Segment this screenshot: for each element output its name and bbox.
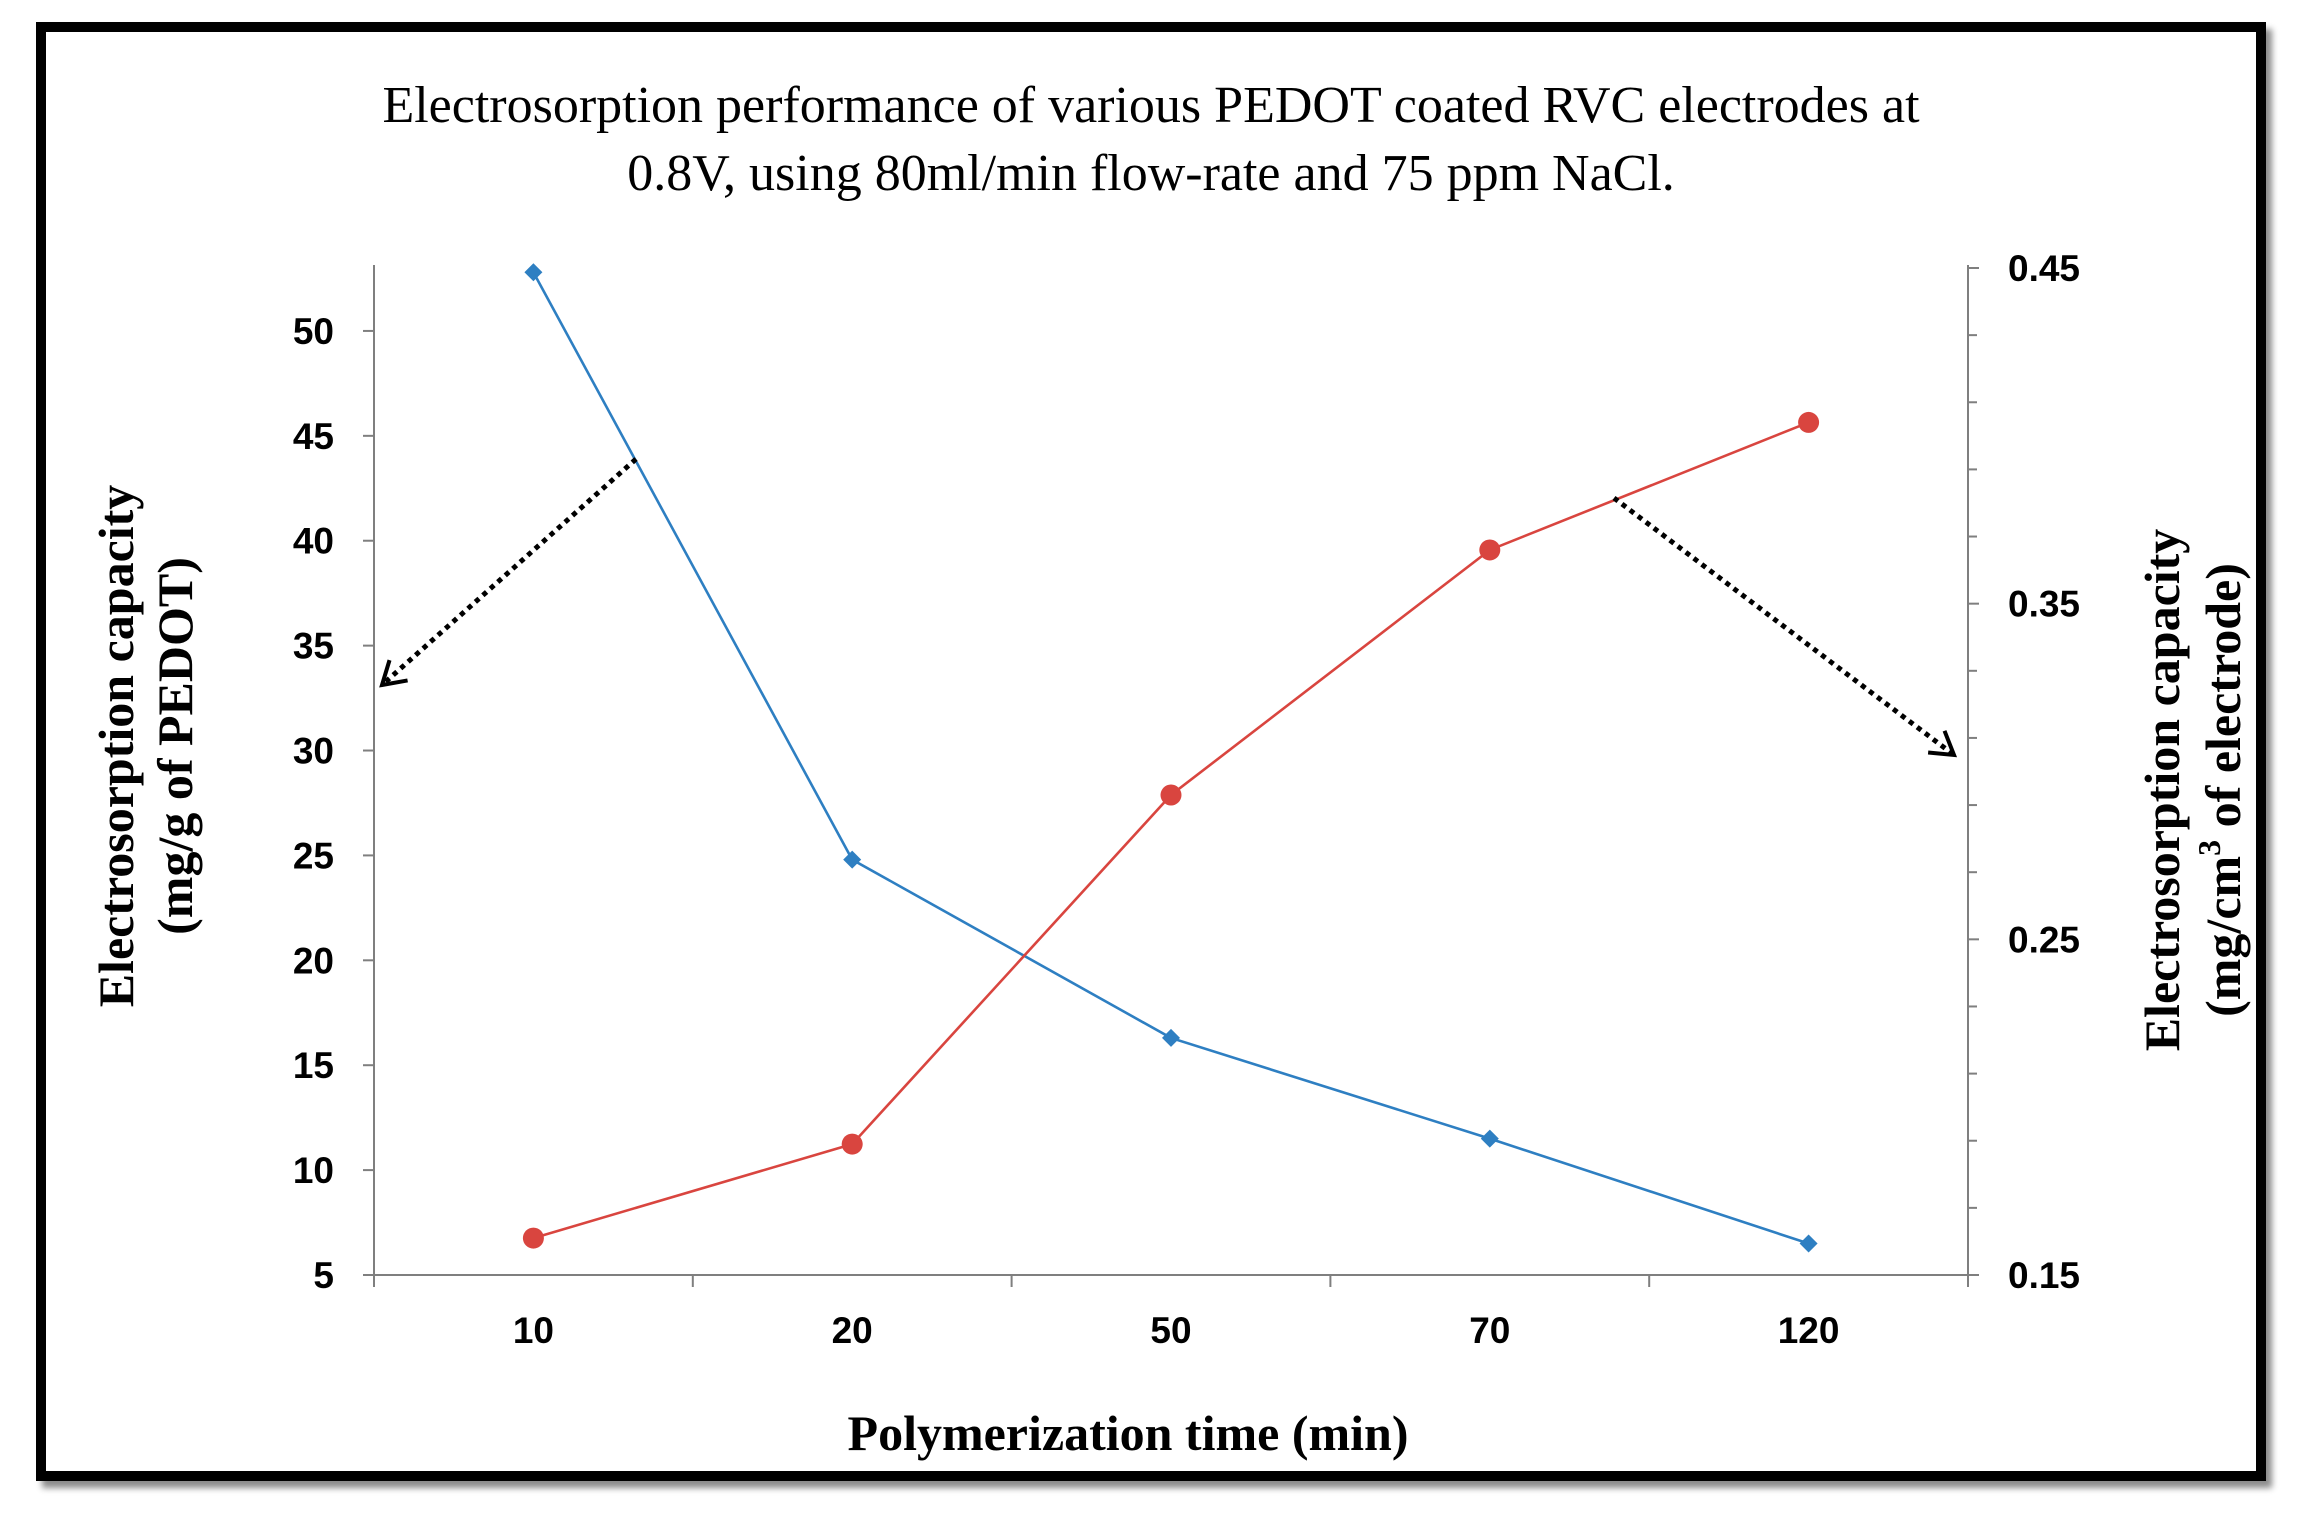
left-axis-ticks: 5 10 15 20 25 30 35 40 45 50 <box>293 311 374 1296</box>
series-2-point <box>522 1227 544 1249</box>
left-axis-title-line-1: Electrosorption capacity <box>88 485 144 1008</box>
x-tick-label: 50 <box>1150 1310 1191 1351</box>
arrow-to-left-axis <box>379 457 638 688</box>
series-2-point <box>1479 539 1501 561</box>
x-tick-label: 70 <box>1469 1310 1510 1351</box>
series-1-point <box>843 850 862 869</box>
x-tick-label: 20 <box>832 1310 873 1351</box>
arrow-shaft <box>380 457 638 687</box>
series-1-point <box>1162 1028 1180 1047</box>
left-tick-label: 45 <box>293 416 334 457</box>
series <box>522 263 1820 1253</box>
left-tick-label: 25 <box>293 835 334 876</box>
axis-titles: Polymerization time (min) Electrosorption… <box>88 485 2251 1461</box>
series-2-point <box>841 1133 863 1155</box>
series-1-point <box>1480 1129 1499 1148</box>
x-axis-title: Polymerization time (min) <box>848 1405 1409 1461</box>
arrow-to-right-axis <box>1612 496 1958 758</box>
right-tick-label: 0.15 <box>2008 1255 2080 1296</box>
right-axis-title-line-1: Electrosorption capacity <box>2134 529 2190 1052</box>
left-tick-label: 10 <box>293 1150 334 1191</box>
left-tick-label: 20 <box>293 940 334 981</box>
right-tick-label: 0.45 <box>2008 248 2080 289</box>
arrow-shaft <box>1612 496 1956 757</box>
left-tick-label: 35 <box>293 626 334 667</box>
left-tick-label: 5 <box>313 1255 334 1296</box>
x-tick-label: 120 <box>1778 1310 1840 1351</box>
series-line-2 <box>533 421 1810 1240</box>
left-tick-label: 40 <box>293 521 334 562</box>
x-axis-ticks: 10 20 50 70 120 <box>373 1275 1969 1351</box>
left-axis-title-line-2: (mg/g of PEDOT) <box>147 557 203 935</box>
annotation-arrows <box>379 457 1958 758</box>
x-tick-label: 10 <box>513 1310 554 1351</box>
right-axis-ticks: 0.15 0.25 0.35 0.45 <box>1968 248 2080 1296</box>
right-axis-title-sup: 3 <box>2191 840 2227 856</box>
right-axis-title-post: of electrode) <box>2195 563 2251 840</box>
left-tick-label: 50 <box>293 311 334 352</box>
arrow-head <box>379 659 408 688</box>
right-tick-label: 0.25 <box>2008 919 2080 960</box>
right-axis-title-line-2: (mg/cm3 of electrode) <box>2191 563 2251 1017</box>
series-1-point <box>1799 1234 1818 1253</box>
chart: Electrosorption performance of various P… <box>88 77 2251 1461</box>
series-1-point <box>524 263 543 282</box>
arrow-head <box>1927 730 1958 758</box>
series-2-point <box>1798 411 1820 433</box>
right-tick-label: 0.35 <box>2008 584 2080 625</box>
left-tick-label: 15 <box>293 1045 334 1086</box>
figure-frame: Electrosorption performance of various P… <box>36 22 2266 1481</box>
right-axis-title-pre: (mg/cm <box>2195 856 2251 1017</box>
left-tick-label: 30 <box>293 731 334 772</box>
chart-title-line-1: Electrosorption performance of various P… <box>382 77 1920 134</box>
chart-title-line-2: 0.8V, using 80ml/min flow-rate and 75 pp… <box>627 145 1675 202</box>
series-2-point <box>1160 784 1182 806</box>
series-line-1 <box>532 271 1810 1245</box>
axes <box>373 265 1969 1276</box>
chart-title: Electrosorption performance of various P… <box>382 77 1920 202</box>
